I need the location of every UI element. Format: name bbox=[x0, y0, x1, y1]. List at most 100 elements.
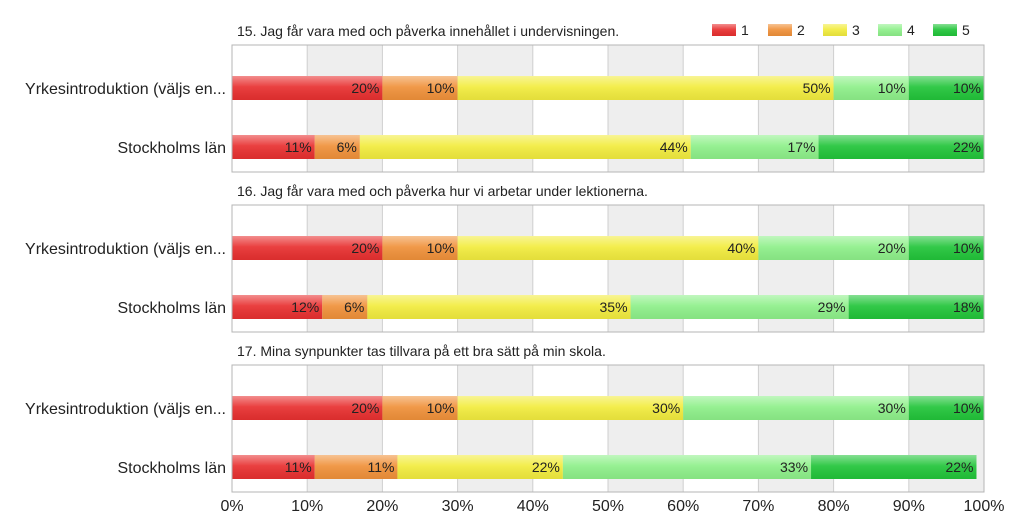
bar-segment-sheen bbox=[630, 295, 849, 319]
bar-segment-sheen bbox=[397, 455, 563, 479]
x-tick-label: 30% bbox=[442, 498, 474, 515]
bar-segment-sheen bbox=[683, 396, 909, 420]
data-label: 22% bbox=[945, 459, 973, 475]
panel-title-box bbox=[232, 335, 984, 365]
data-label: 10% bbox=[953, 240, 981, 256]
category-label: Yrkesintroduktion (väljs en... bbox=[25, 81, 226, 98]
legend-swatch-sheen bbox=[823, 24, 847, 36]
panel-3: 17. Mina synpunkter tas tillvara på ett … bbox=[25, 335, 985, 493]
bar-segment-sheen bbox=[457, 76, 834, 100]
bar-segment-sheen bbox=[908, 236, 984, 260]
data-label: 10% bbox=[427, 240, 455, 256]
bar-segment-sheen bbox=[232, 135, 315, 159]
bar-segment-sheen bbox=[314, 455, 398, 479]
panel-1: 15. Jag får vara med och påverka innehål… bbox=[25, 15, 985, 173]
bar-segment-sheen bbox=[314, 135, 360, 159]
bar-segment-sheen bbox=[690, 135, 819, 159]
legend-label: 5 bbox=[962, 22, 970, 38]
data-label: 40% bbox=[727, 240, 755, 256]
x-axis: 0% 10% 20% 30% 40% 50% 60% 70% 80% 90% 100% bbox=[220, 498, 1004, 515]
data-label: 20% bbox=[351, 240, 379, 256]
panel-title: 17. Mina synpunkter tas tillvara på ett … bbox=[237, 343, 606, 359]
panel-title-box bbox=[232, 15, 984, 45]
data-label: 11% bbox=[367, 459, 394, 475]
category-label: Yrkesintroduktion (väljs en... bbox=[25, 401, 226, 418]
data-label: 11% bbox=[285, 139, 312, 155]
x-tick-label: 40% bbox=[517, 498, 549, 515]
bar-segment-sheen bbox=[908, 76, 984, 100]
panel-title-box bbox=[232, 175, 984, 205]
legend: 1 2 3 4 5 bbox=[712, 22, 970, 38]
legend-label: 2 bbox=[797, 22, 805, 38]
panel-title: 15. Jag får vara med och påverka innehål… bbox=[237, 23, 619, 39]
bar-segment-sheen bbox=[818, 135, 984, 159]
bar-segment-sheen bbox=[848, 295, 984, 319]
legend-label: 1 bbox=[741, 22, 749, 38]
bar-segment-sheen bbox=[232, 295, 323, 319]
data-label: 35% bbox=[600, 299, 628, 315]
legend-label: 4 bbox=[907, 22, 915, 38]
data-label: 10% bbox=[427, 80, 455, 96]
bar-segment-sheen bbox=[367, 295, 631, 319]
legend-label: 3 bbox=[852, 22, 860, 38]
bar-segment-sheen bbox=[833, 76, 909, 100]
data-label: 50% bbox=[803, 80, 831, 96]
category-label: Stockholms län bbox=[118, 460, 227, 477]
data-label: 22% bbox=[953, 139, 981, 155]
panel-title: 16. Jag får vara med och påverka hur vi … bbox=[237, 183, 648, 199]
x-tick-label: 20% bbox=[366, 498, 398, 515]
legend-swatch-sheen bbox=[712, 24, 736, 36]
bar-segment-sheen bbox=[562, 455, 812, 479]
x-tick-label: 60% bbox=[667, 498, 699, 515]
data-label: 12% bbox=[291, 299, 319, 315]
category-label: Stockholms län bbox=[118, 300, 227, 317]
bar-segment-sheen bbox=[232, 236, 383, 260]
data-label: 44% bbox=[660, 139, 688, 155]
plot-border bbox=[231, 204, 985, 333]
data-label: 6% bbox=[344, 299, 364, 315]
x-tick-label: 80% bbox=[818, 498, 850, 515]
data-label: 20% bbox=[878, 240, 906, 256]
legend-swatch-sheen bbox=[933, 24, 957, 36]
data-label: 20% bbox=[351, 400, 379, 416]
category-label: Stockholms län bbox=[118, 140, 227, 157]
data-label: 29% bbox=[818, 299, 846, 315]
bar-segment-sheen bbox=[811, 455, 977, 479]
data-label: 18% bbox=[953, 299, 981, 315]
bar-segment-sheen bbox=[758, 236, 909, 260]
bar-segment-sheen bbox=[232, 455, 315, 479]
x-tick-label: 10% bbox=[291, 498, 323, 515]
bar-segment-sheen bbox=[322, 295, 368, 319]
data-label: 10% bbox=[878, 80, 906, 96]
bar-segment-sheen bbox=[232, 76, 383, 100]
data-label: 11% bbox=[285, 459, 312, 475]
bar-segment-sheen bbox=[457, 396, 684, 420]
data-label: 22% bbox=[532, 459, 560, 475]
bar-segment-sheen bbox=[359, 135, 691, 159]
data-label: 6% bbox=[337, 139, 357, 155]
bar-segment-sheen bbox=[457, 236, 759, 260]
bar-segment-sheen bbox=[232, 396, 383, 420]
bar-segment-sheen bbox=[382, 396, 458, 420]
data-label: 10% bbox=[953, 400, 981, 416]
x-tick-label: 0% bbox=[220, 498, 243, 515]
bar-segment-sheen bbox=[382, 236, 458, 260]
legend-swatch-sheen bbox=[878, 24, 902, 36]
bar-segment-sheen bbox=[908, 396, 984, 420]
data-label: 20% bbox=[351, 80, 379, 96]
data-label: 10% bbox=[427, 400, 455, 416]
plot-border bbox=[231, 44, 985, 173]
legend-swatch-sheen bbox=[768, 24, 792, 36]
x-tick-label: 70% bbox=[742, 498, 774, 515]
bar-segment-sheen bbox=[382, 76, 458, 100]
category-label: Yrkesintroduktion (väljs en... bbox=[25, 241, 226, 258]
x-tick-label: 90% bbox=[893, 498, 925, 515]
x-tick-label: 50% bbox=[592, 498, 624, 515]
data-label: 10% bbox=[953, 80, 981, 96]
data-label: 30% bbox=[878, 400, 906, 416]
data-label: 17% bbox=[788, 139, 816, 155]
x-tick-label: 100% bbox=[964, 498, 1005, 515]
data-label: 30% bbox=[652, 400, 680, 416]
plot-border bbox=[231, 364, 985, 493]
